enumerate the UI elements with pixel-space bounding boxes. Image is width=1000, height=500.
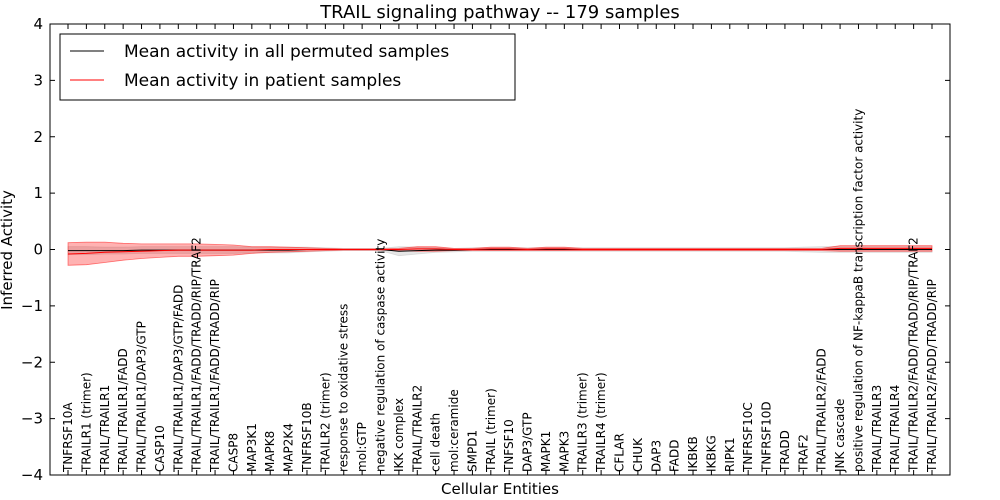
x-tick-label: CASP8 — [226, 433, 240, 472]
x-tick-label: IKK complex — [392, 398, 406, 472]
x-tick-label: JNK cascade — [833, 399, 847, 473]
y-tick-label: −1 — [21, 297, 43, 315]
axis-ticks: 4 3 2 1 0 −1 −2 −3 −4 TNFRSF10A TRAILR1 (trimer) TR… — [21, 15, 950, 484]
legend-label-1: Mean activity in all permuted samples — [124, 42, 449, 62]
plot-frame — [49, 23, 951, 476]
x-tick-label: MAPK1 — [539, 431, 553, 472]
x-tick-label: TRAIL/TRAILR1/FADD/TRADD/RIP — [208, 279, 222, 473]
x-tick-label: TRAIL/TRAILR3 — [870, 385, 884, 473]
y-tick-label: 1 — [33, 184, 43, 202]
x-tick-label: TNFRSF10B — [300, 402, 314, 473]
x-tick-label: TRAIL/TRAILR2/FADD — [815, 348, 829, 473]
x-tick-label: DAP3 — [649, 440, 663, 472]
chart-title: TRAIL signaling pathway -- 179 samples — [319, 2, 680, 23]
y-tick-label: −4 — [21, 466, 43, 484]
y-tick-label: 3 — [33, 71, 43, 89]
x-tick-label: TRAILR1 (trimer) — [79, 372, 93, 473]
x-tick-label: TRAILR2 (trimer) — [318, 372, 332, 473]
y-tick-label: −2 — [21, 353, 43, 371]
x-tick-label: DAP3/GTP — [521, 412, 535, 472]
x-tick-label: MAP2K4 — [282, 423, 296, 472]
y-tick-label: 2 — [33, 128, 43, 146]
x-tick-label: CFLAR — [613, 433, 627, 472]
x-tick-label: TRAIL/TRAILR1/FADD — [116, 348, 130, 473]
x-tick-label: SMPD1 — [465, 430, 479, 472]
x-tick-label: IKBKG — [704, 435, 718, 472]
x-tick-label: TNFRSF10C — [741, 402, 755, 473]
x-tick-label: FADD — [668, 440, 682, 473]
band-series-1 — [67, 246, 933, 257]
x-tick-label: positive regulation of NF-kappaB transcr… — [852, 109, 866, 472]
x-tick-label: TRADD — [778, 430, 792, 473]
x-tick-label: TRAF2 — [796, 434, 810, 473]
x-tick-label: mol:GTP — [355, 422, 369, 472]
x-tick-label: TRAILR4 (trimer) — [594, 372, 608, 473]
x-tick-label: MAPK8 — [263, 431, 277, 472]
x-tick-label: IKBKB — [686, 436, 700, 472]
x-tick-label: TRAIL (trimer) — [484, 388, 498, 473]
x-tick-label: mol:ceramide — [447, 389, 461, 472]
y-tick-label: 0 — [33, 241, 43, 259]
x-tick-label: TRAIL/TRAILR2/FADD/TRADD/RIP/TRAF2 — [907, 237, 921, 473]
x-tick-label: cell death — [429, 413, 443, 472]
x-tick-label: TRAIL/TRAILR1/DAP3/GTP/FADD — [171, 285, 185, 473]
legend: Mean activity in all permuted samples Mea… — [59, 33, 516, 101]
x-tick-label: TNFRSF10A — [61, 402, 75, 473]
x-tick-label: response to oxidative stress — [337, 304, 351, 472]
x-tick-label: TRAIL/TRAILR1/FADD/TRADD/RIP/TRAF2 — [190, 237, 204, 473]
confidence-bands — [67, 241, 933, 266]
x-tick-label: TNFSF10 — [502, 419, 516, 473]
x-tick-label: TRAIL/TRAILR4 — [888, 385, 902, 473]
series-lines — [67, 247, 932, 255]
legend-box — [59, 33, 516, 101]
x-tick-label: TRAILR3 (trimer) — [576, 372, 590, 473]
y-tick-label: 4 — [33, 15, 43, 33]
x-tick-label: TRAIL/TRAILR1/DAP3/GTP — [135, 321, 149, 473]
x-tick-label: RIPK1 — [723, 437, 737, 472]
x-tick-label: negative regulation of caspase activity — [374, 239, 388, 472]
x-tick-label: TRAIL/TRAILR1 — [98, 385, 112, 473]
band-series-2 — [67, 241, 933, 266]
x-tick-label: TRAIL/TRAILR2/FADD/TRADD/RIP — [925, 279, 939, 473]
line-series-2 — [67, 247, 932, 255]
y-tick-label: −3 — [21, 410, 43, 428]
x-tick-label: CASP10 — [153, 425, 167, 472]
x-tick-label: TRAIL/TRAILR2 — [410, 385, 424, 473]
y-axis-label: Inferred Activity — [0, 190, 16, 310]
x-tick-label: MAPK3 — [557, 431, 571, 472]
legend-label-2: Mean activity in patient samples — [124, 71, 401, 91]
x-axis-label: Cellular Entities — [441, 480, 559, 498]
x-tick-label: MAP3K1 — [245, 423, 259, 472]
x-tick-label: CHUK — [631, 437, 645, 472]
x-tick-label: TNFRSF10D — [760, 401, 774, 473]
